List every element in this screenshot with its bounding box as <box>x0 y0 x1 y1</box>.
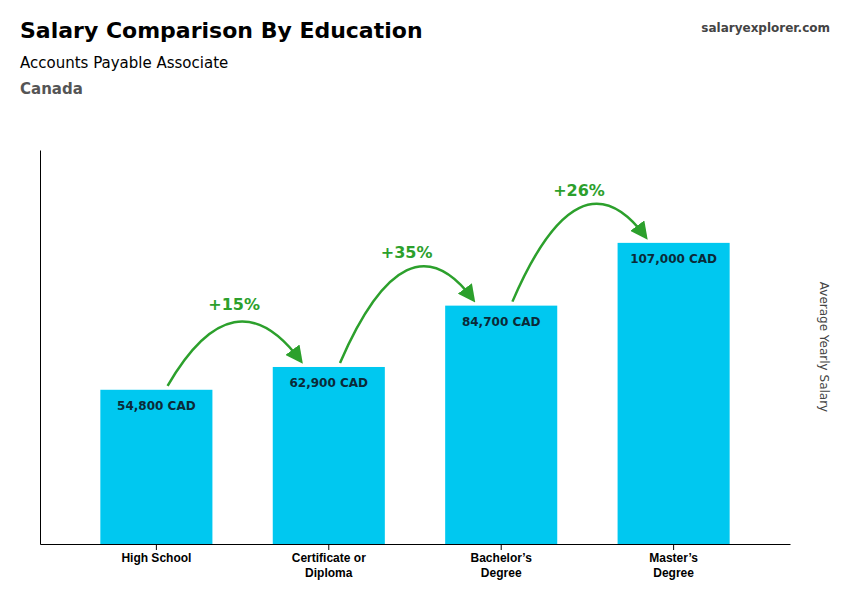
chart: Salary Comparison By Education Accounts P… <box>0 0 850 606</box>
x-tick: Bachelor’sDegree <box>471 544 533 580</box>
change-label: +26% <box>553 181 605 200</box>
source: salaryexplorer.com <box>701 21 830 35</box>
x-tick: Certificate orDiploma <box>292 544 366 580</box>
bar <box>445 306 557 544</box>
change-arrow <box>168 321 301 385</box>
subtitle: Accounts Payable Associate <box>20 54 228 72</box>
x-tick-label: Certificate orDiploma <box>292 551 366 580</box>
x-tick-mark <box>673 544 674 550</box>
country: Canada <box>20 80 83 98</box>
bar <box>618 243 730 544</box>
change-annotations: +15% +35% +26% <box>168 181 646 386</box>
plot-area <box>100 243 729 544</box>
data-label: 54,800 CAD <box>117 399 196 413</box>
y-axis <box>40 151 41 545</box>
x-axis-line <box>41 544 791 545</box>
x-tick: Master’sDegree <box>649 544 698 580</box>
x-tick-label: Master’sDegree <box>649 551 698 580</box>
data-labels: 54,800 CAD 62,900 CAD 84,700 CAD 107,000 CA… <box>117 252 717 413</box>
change-arrow <box>340 266 473 363</box>
x-tick: High School <box>121 544 191 565</box>
x-tick-label: High School <box>121 551 191 565</box>
x-tick-mark <box>328 544 329 550</box>
x-tick-mark <box>501 544 502 550</box>
x-axis: High School Certificate orDiploma Bachelor… <box>41 544 791 580</box>
change-arrow <box>512 204 645 302</box>
x-tick-mark <box>156 544 157 550</box>
bar <box>273 367 385 544</box>
change-label: +15% <box>208 295 260 314</box>
bar <box>100 390 212 544</box>
data-label: 107,000 CAD <box>630 252 717 266</box>
data-label: 62,900 CAD <box>290 376 369 390</box>
data-label: 84,700 CAD <box>462 315 541 329</box>
change-label: +35% <box>381 243 433 262</box>
x-tick-label: Bachelor’sDegree <box>471 551 533 580</box>
y-axis-title: Average Yearly Salary <box>817 282 831 412</box>
title: Salary Comparison By Education <box>20 18 423 43</box>
y-axis-line <box>40 151 41 545</box>
